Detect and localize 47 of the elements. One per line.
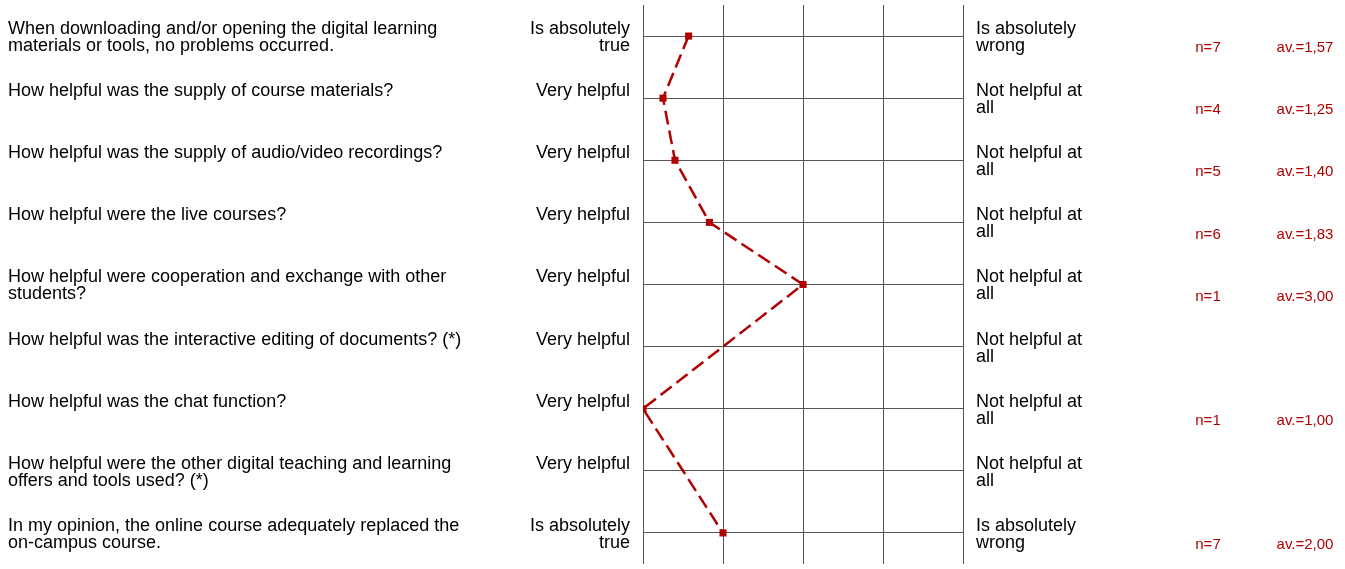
point: [719, 529, 727, 537]
y-tick-label: How helpful was the interactive editing of documents? (*): [8, 328, 462, 349]
y-tick-label: How helpful were the live courses?: [8, 204, 287, 225]
text: Not helpful at all: [976, 266, 1083, 304]
y-tick-label: How helpful was the chat function?: [8, 390, 287, 411]
data-label: av.=2,00: [1276, 535, 1334, 553]
point: [705, 218, 713, 226]
text: Is absolutely wrong: [975, 18, 1077, 56]
text: n=7: [1195, 38, 1221, 56]
text: Not helpful at all: [976, 390, 1083, 428]
y-tick-label: How helpful was the supply of audio/video recordings?: [8, 142, 443, 163]
text: Very helpful: [535, 80, 630, 101]
data-label: av.=1,00: [1276, 410, 1334, 428]
point: [659, 94, 667, 102]
text: Is absolutely wrong: [975, 514, 1077, 552]
y-tick-label: When downloading and/or opening the digital learning materials or tools, no problems occurred.: [8, 18, 438, 56]
text: Very helpful: [535, 266, 630, 287]
text: Not helpful at all: [976, 142, 1083, 180]
text: n=7: [1195, 535, 1221, 553]
y-tick-label: In my opinion, the online course adequately replaced the on-campus course.: [8, 514, 460, 552]
text: Very helpful: [535, 452, 630, 473]
text: Not helpful at all: [976, 328, 1083, 366]
data-label: av.=1,25: [1276, 100, 1334, 118]
point: [799, 280, 807, 289]
text: Not helpful at all: [976, 452, 1083, 490]
y-tick-label: How helpful was the supply of course materials?: [8, 80, 394, 101]
text: Not helpful at all: [976, 204, 1083, 242]
point: [671, 156, 679, 164]
text: n=4: [1195, 100, 1221, 118]
text: Very helpful: [535, 390, 630, 411]
point: [685, 32, 693, 40]
text: Not helpful at all: [976, 80, 1083, 118]
text: n=5: [1195, 162, 1221, 180]
text: n=6: [1195, 224, 1221, 242]
data-label: av.=1,40: [1276, 162, 1334, 180]
y-tick-label: How helpful were cooperation and exchange with other students?: [8, 266, 447, 304]
data-label: av.=3,00: [1276, 286, 1334, 304]
text: Very helpful: [535, 204, 630, 225]
text: Very helpful: [535, 328, 630, 349]
text: Very helpful: [535, 142, 630, 163]
data-label: av.=1,57: [1276, 38, 1334, 56]
text: n=1: [1195, 410, 1221, 428]
text: Is absolutely true: [529, 514, 630, 552]
data-label: av.=1,83: [1276, 224, 1334, 242]
text: Is absolutely true: [529, 18, 630, 56]
text: n=1: [1195, 286, 1221, 304]
y-tick-label: How helpful were the other digital teaching and learning offers and tools used? (*): [8, 452, 452, 490]
